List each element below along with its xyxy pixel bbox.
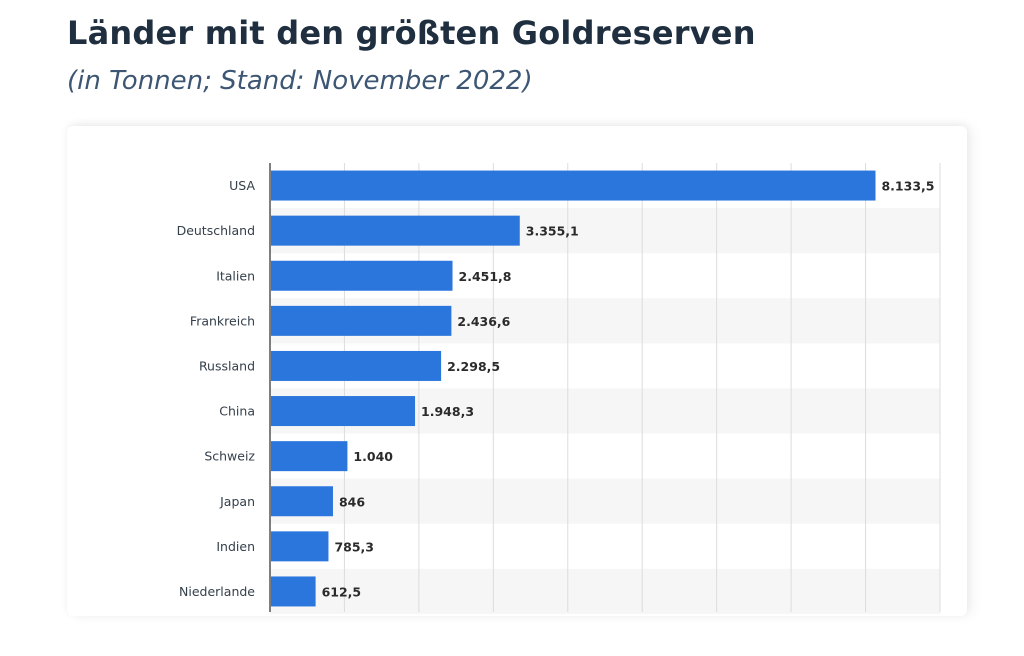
row-band xyxy=(270,568,940,614)
bar-frankreich xyxy=(271,305,452,336)
value-label: 1.948,3 xyxy=(421,404,474,419)
chart-card xyxy=(67,126,967,616)
category-label: Indien xyxy=(216,539,255,554)
category-label: Russland xyxy=(199,358,255,373)
value-label: 1.040 xyxy=(353,449,393,464)
category-label: Deutschland xyxy=(177,223,255,238)
value-label: 3.355,1 xyxy=(526,224,579,239)
bar-indien xyxy=(271,531,329,562)
bar-italien xyxy=(271,260,453,291)
value-label: 612,5 xyxy=(322,584,362,599)
category-label: Japan xyxy=(219,494,255,509)
chart-subtitle: (in Tonnen; Stand: November 2022) xyxy=(67,66,533,96)
category-label: USA xyxy=(229,178,255,193)
row-band xyxy=(270,478,940,524)
bar-deutschland xyxy=(271,215,520,246)
value-label: 2.298,5 xyxy=(447,359,500,374)
bar-schweiz xyxy=(271,441,348,472)
bar-japan xyxy=(271,486,333,517)
bar-usa xyxy=(271,170,876,201)
category-label: Niederlande xyxy=(179,584,255,599)
bar-china xyxy=(271,396,416,427)
category-label: Italien xyxy=(216,268,255,283)
chart-title: Länder mit den größten Goldreserven xyxy=(67,14,756,52)
value-label: 785,3 xyxy=(334,539,374,554)
bar-niederlande xyxy=(271,576,316,607)
value-label: 2.451,8 xyxy=(459,269,512,284)
category-label: Frankreich xyxy=(190,313,255,328)
value-label: 2.436,6 xyxy=(457,314,510,329)
value-label: 8.133,5 xyxy=(881,179,934,194)
value-label: 846 xyxy=(339,494,365,509)
category-label: China xyxy=(219,404,255,419)
bar-russland xyxy=(271,350,442,381)
category-label: Schweiz xyxy=(204,449,255,464)
